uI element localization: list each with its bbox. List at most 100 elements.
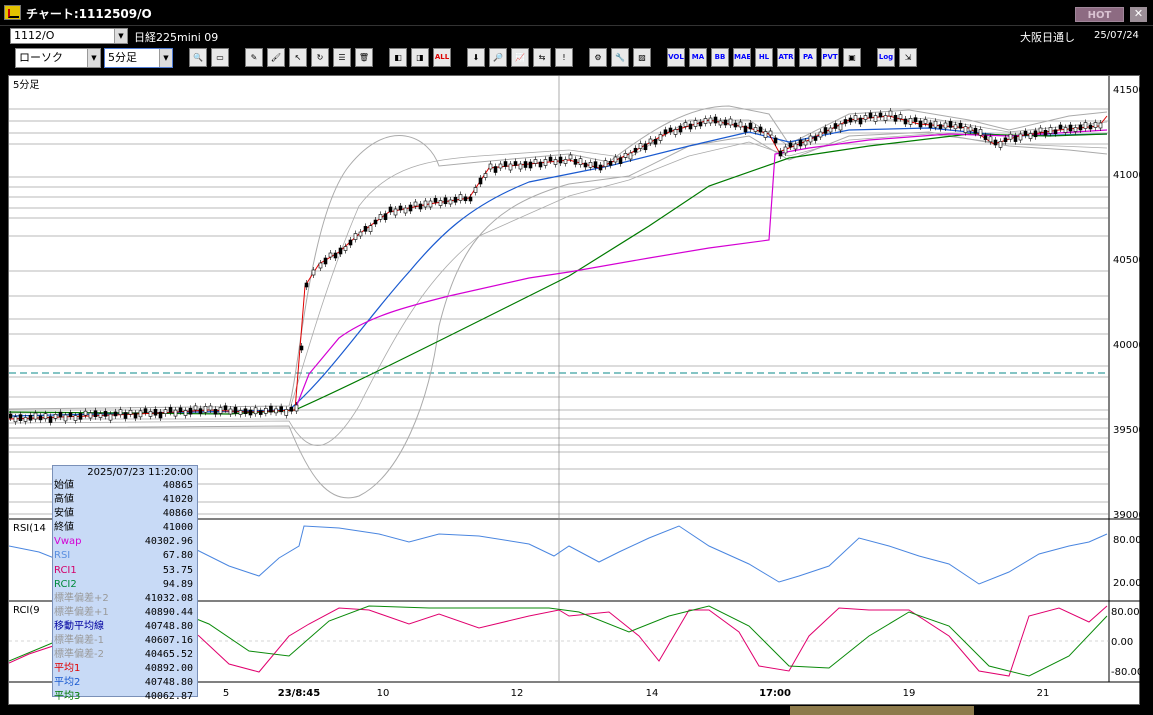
candle-body: [573, 159, 578, 165]
candle-body: [658, 134, 663, 141]
chevron-down-icon[interactable]: ▼: [159, 49, 172, 67]
candle-body: [413, 201, 418, 207]
candle-body: [88, 412, 93, 419]
candle-body: [833, 123, 838, 129]
candle-body: [628, 152, 633, 160]
price-tick-label: 39000: [1113, 510, 1141, 521]
pvt-button[interactable]: PVT: [821, 48, 839, 67]
candle-body: [1088, 124, 1093, 130]
scrollbar-thumb[interactable]: [790, 706, 974, 715]
close-icon[interactable]: ✕: [1130, 7, 1147, 22]
candle-body: [274, 408, 278, 414]
brush-icon[interactable]: 🖌: [267, 48, 285, 67]
candle-body: [683, 122, 688, 127]
info-row: 移動平均線 40748.80: [53, 620, 197, 634]
window-icon[interactable]: ▭: [211, 48, 229, 67]
candle-body: [118, 409, 123, 416]
candle-body: [728, 118, 733, 126]
info-value: 41020: [162, 494, 193, 506]
candle-body: [718, 120, 723, 126]
x-tick-label: 19: [903, 688, 916, 699]
x-tick-label: 5: [223, 688, 229, 699]
candle-body: [264, 408, 268, 414]
candle-body: [148, 411, 153, 417]
candle-body: [578, 158, 583, 165]
timeframe-select[interactable]: 5分足 ▼: [104, 48, 173, 68]
candle-body: [613, 156, 618, 163]
refresh-icon[interactable]: ↻: [311, 48, 329, 67]
info-row: 標準偏差-1 40607.16: [53, 634, 197, 648]
candle-body: [1033, 130, 1038, 138]
settings-icon[interactable]: ⚙: [589, 48, 607, 67]
candle-body: [443, 197, 448, 205]
mae-button[interactable]: MAE: [733, 48, 751, 67]
candle-body: [838, 123, 843, 131]
info-label: Vwap: [54, 536, 82, 548]
color-icon[interactable]: ▨: [633, 48, 651, 67]
chart-canvas[interactable]: 41500 41000 40500 40000 39500 39000 5分足 RSI(14 R…: [8, 76, 1145, 706]
info-row: 標準偏差+2 41032.08: [53, 592, 197, 606]
search-chart-icon[interactable]: 🔎: [489, 48, 507, 67]
hot-button[interactable]: HOT: [1075, 7, 1124, 22]
chart-type-select[interactable]: ローソク ▼: [15, 48, 101, 68]
vwap-line: [294, 129, 1108, 411]
rci-panel-label: RCI(9: [13, 605, 40, 616]
candle-body: [198, 408, 203, 414]
candle-body: [294, 404, 299, 412]
info-row: 標準偏差+1 40890.44: [53, 606, 197, 620]
candle-body: [228, 408, 233, 415]
candle-body: [908, 118, 913, 125]
chevron-down-icon[interactable]: ▼: [87, 49, 100, 67]
log-button[interactable]: Log: [877, 48, 895, 67]
ma-button[interactable]: MA: [689, 48, 707, 67]
zoom-icon[interactable]: 🔍: [189, 48, 207, 67]
bb-button[interactable]: BB: [711, 48, 729, 67]
price-tick-label: 41500: [1113, 85, 1141, 96]
candle-body: [678, 125, 683, 133]
symbol-select[interactable]: 1112/O ▼: [10, 28, 128, 44]
candle-body: [958, 122, 963, 129]
candle-body: [248, 409, 253, 416]
info-label: 標準偏差+2: [54, 592, 109, 604]
export-icon[interactable]: ⇲: [899, 48, 917, 67]
frame-button[interactable]: ▣: [843, 48, 861, 67]
chart-scrollbar[interactable]: [0, 706, 1153, 715]
candle-body: [158, 411, 163, 419]
hl-button[interactable]: HL: [755, 48, 773, 67]
list-icon[interactable]: ☰: [333, 48, 351, 67]
candle-body: [318, 262, 323, 269]
rsi-line: [8, 525, 1108, 585]
toolbar: ローソク ▼ 5分足 ▼ 🔍 ▭ ✎ 🖌 ↖ ↻ ☰ 🗑 ◧ ◨ ALL ⬇ 🔎 📈 ⇆! ⚙ 🔧 ▨ VOL MA B…: [0, 46, 1153, 71]
candle-body: [538, 161, 543, 168]
sma-1-line: [8, 115, 1108, 420]
wrench-icon[interactable]: 🔧: [611, 48, 629, 67]
candle-right-icon[interactable]: ◨: [411, 48, 429, 67]
candle-body: [423, 200, 428, 208]
candle-body: [393, 208, 398, 216]
info-value: 41032.08: [144, 592, 193, 604]
candle-body: [218, 407, 223, 414]
pen-icon[interactable]: ✎: [245, 48, 263, 67]
info-value: 40062.87: [144, 691, 193, 703]
candle-body: [188, 407, 193, 415]
candle-body: [903, 118, 908, 125]
compare-icon[interactable]: ⇆: [533, 48, 551, 67]
chevron-down-icon[interactable]: ▼: [114, 29, 127, 43]
pa-button[interactable]: PA: [799, 48, 817, 67]
candle-body: [588, 162, 593, 168]
candle-body: [543, 159, 548, 166]
trash-icon[interactable]: 🗑: [355, 48, 373, 67]
cursor-icon[interactable]: ↖: [289, 48, 307, 67]
info-row: 標準偏差-2 40465.52: [53, 648, 197, 662]
volume-button[interactable]: VOL: [667, 48, 685, 67]
candle-body: [73, 415, 78, 421]
alert-icon[interactable]: !: [555, 48, 573, 67]
candle-left-icon[interactable]: ◧: [389, 48, 407, 67]
atr-button[interactable]: ATR: [777, 48, 795, 67]
download-icon[interactable]: ⬇: [467, 48, 485, 67]
price-tick-label: 40500: [1113, 255, 1141, 266]
chart-icon[interactable]: 📈: [511, 48, 529, 67]
candle-body: [723, 119, 728, 126]
candle-body: [33, 412, 38, 420]
all-button[interactable]: ALL: [433, 48, 451, 67]
